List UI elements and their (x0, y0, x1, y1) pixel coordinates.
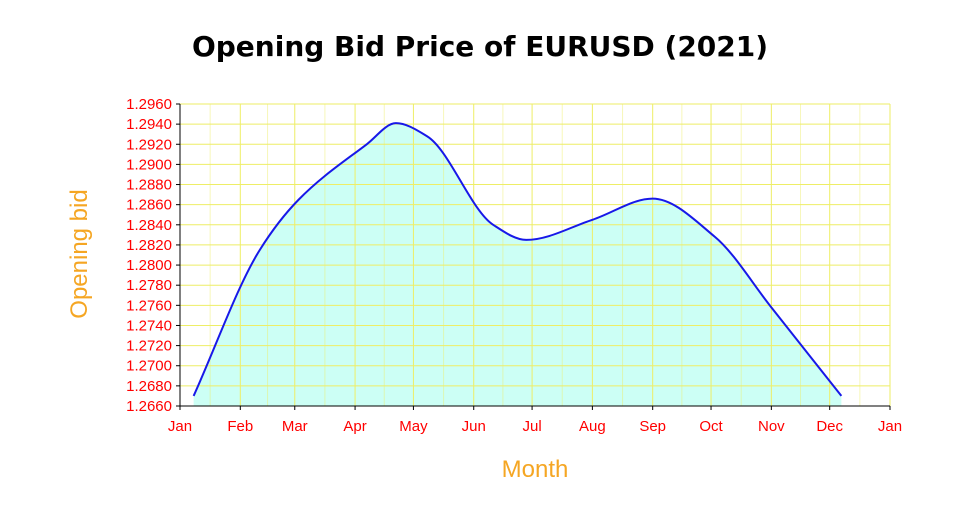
x-tick-label: Jul (522, 418, 541, 435)
y-tick-label: 1.2840 (126, 217, 172, 234)
y-tick-label: 1.2900 (126, 156, 172, 173)
x-tick-label: Oct (699, 418, 723, 435)
x-tick-label: Dec (816, 418, 843, 435)
y-axis-label: Opening bid (66, 189, 93, 319)
x-tick-label: May (399, 418, 428, 435)
y-tick-label: 1.2960 (126, 96, 172, 113)
x-tick-label: Mar (282, 418, 308, 435)
x-tick-label: Apr (343, 418, 366, 435)
x-tick-label: Nov (758, 418, 785, 435)
x-tick-label: Jun (462, 418, 486, 435)
series-line (192, 122, 843, 397)
x-axis-label: Month (501, 456, 569, 483)
y-tick-label: 1.2720 (126, 338, 172, 355)
y-tick-label: 1.2780 (126, 277, 172, 294)
y-tick-label: 1.2920 (126, 136, 172, 153)
x-tick-label: Aug (579, 418, 606, 435)
x-tick-label: Feb (227, 418, 253, 435)
y-tick-label: 1.2860 (126, 197, 172, 214)
y-tick-label: 1.2940 (126, 116, 172, 133)
y-tick-label: 1.2760 (126, 297, 172, 314)
y-tick-label: 1.2820 (126, 237, 172, 254)
area-fill (193, 123, 842, 406)
chart-title: Opening Bid Price of EURUSD (2021) (191, 30, 769, 63)
y-tick-label: 1.2680 (126, 378, 172, 395)
x-tick-label: Jan (878, 418, 902, 435)
x-tick-label: Jan (168, 418, 192, 435)
y-tick-label: 1.2880 (126, 177, 172, 194)
y-tick-label: 1.2800 (126, 257, 172, 274)
x-tick-label: Sep (639, 418, 666, 435)
y-tick-label: 1.2660 (126, 398, 172, 415)
y-tick-label: 1.2740 (126, 317, 172, 334)
y-tick-label: 1.2700 (126, 358, 172, 375)
